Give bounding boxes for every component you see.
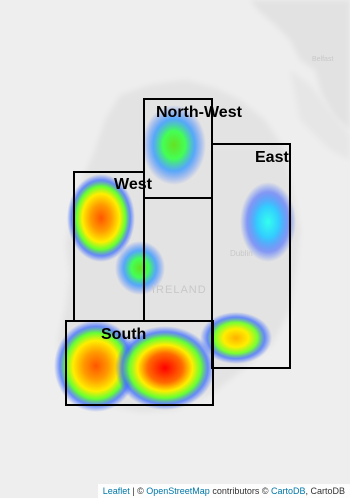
place-label-ireland: IRELAND <box>152 284 207 296</box>
region-label-south: South <box>101 326 147 343</box>
place-label-top-right: Belfast <box>312 56 334 63</box>
region-south <box>65 320 214 406</box>
attribution-contributors: contributors © <box>209 486 271 496</box>
heat-blob <box>200 312 272 364</box>
heat-blob <box>142 105 206 185</box>
attribution-cartodb-text: , CartoDB <box>305 486 345 496</box>
leaflet-link[interactable]: Leaflet <box>102 486 130 496</box>
heat-blob <box>67 174 135 262</box>
map-attribution: Leaflet | © OpenStreetMap contributors ©… <box>97 484 350 498</box>
openstreetmap-link[interactable]: OpenStreetMap <box>146 486 210 496</box>
attribution-separator: | © <box>129 486 147 496</box>
heat-blob <box>54 320 138 412</box>
region-outlines <box>65 98 291 406</box>
region-label-east: East <box>255 149 289 166</box>
britain-landmass <box>250 0 350 130</box>
heat-blob <box>240 182 296 262</box>
region-label-west: West <box>114 176 152 193</box>
heat-blob <box>115 241 165 295</box>
heat-blob <box>115 326 215 410</box>
cartodb-link[interactable]: CartoDB <box>270 486 306 496</box>
heatmap-layer <box>54 105 296 412</box>
region-label-north-west: North-West <box>156 104 242 121</box>
place-label-dublin: Dublin <box>230 249 253 258</box>
